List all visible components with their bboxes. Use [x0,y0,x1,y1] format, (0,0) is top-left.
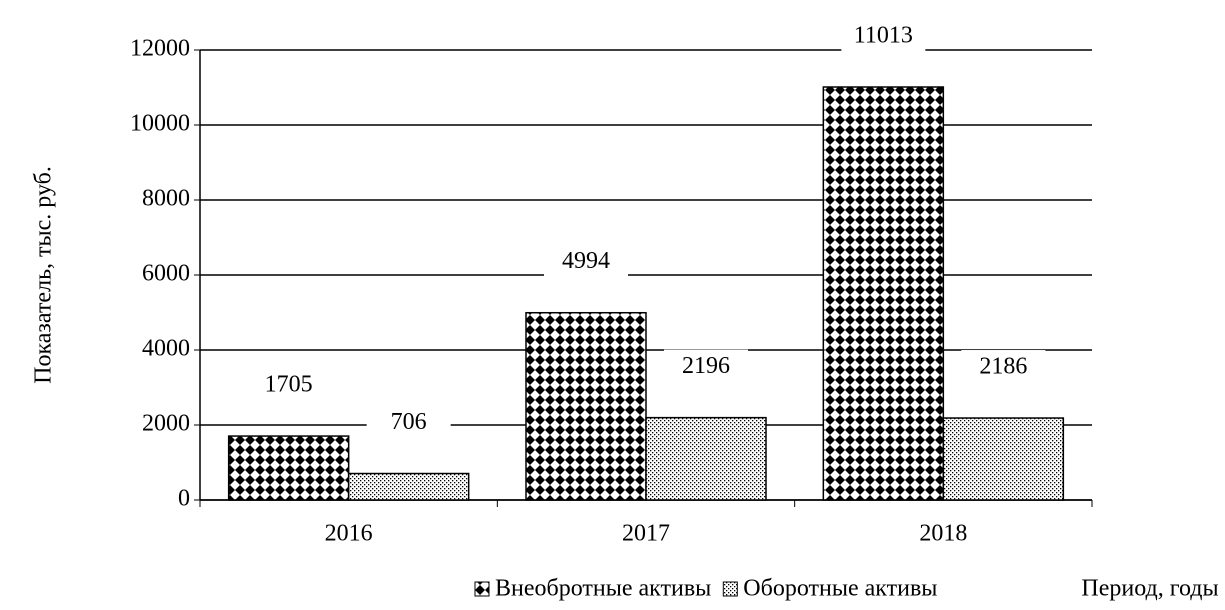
x-tick-label: 2018 [919,521,967,547]
data-label: 4994 [562,248,610,274]
bar [645,416,767,501]
data-label: 706 [391,409,427,435]
y-tick-label: 2000 [142,411,190,437]
bar [227,435,350,501]
data-label: 1705 [265,372,313,398]
data-label: 11013 [854,23,913,49]
y-tick-label: 8000 [142,186,190,212]
legend-swatch [722,581,738,597]
bar [822,86,945,501]
data-label: 2196 [682,353,730,379]
x-tick-label: 2017 [622,521,670,547]
legend-label: Внеобротные активы [495,576,711,602]
label-bg [366,405,451,442]
y-tick-label: 4000 [142,336,190,362]
y-tick-label: 0 [178,486,190,512]
legend-swatch [474,581,490,597]
bar [347,472,470,501]
label-bg [664,349,748,386]
bar [942,417,1065,501]
x-tick-label: 2016 [325,521,373,547]
y-tick-label: 6000 [142,261,190,287]
y-tick-label: 12000 [130,36,190,62]
label-bg [544,244,628,281]
x-axis-label: Период, годы [1081,576,1218,602]
data-label: 2186 [979,354,1027,380]
label-bg [841,19,926,56]
y-tick-label: 10000 [130,111,190,137]
label-bg [961,350,1046,387]
bar [525,311,647,501]
y-axis-label: Показатель, тыс. руб. [31,166,57,384]
label-bg [246,368,331,405]
legend-label: Оборотные активы [743,576,937,602]
